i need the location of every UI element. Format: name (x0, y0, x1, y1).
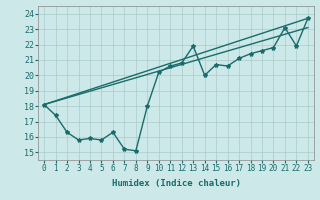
X-axis label: Humidex (Indice chaleur): Humidex (Indice chaleur) (111, 179, 241, 188)
